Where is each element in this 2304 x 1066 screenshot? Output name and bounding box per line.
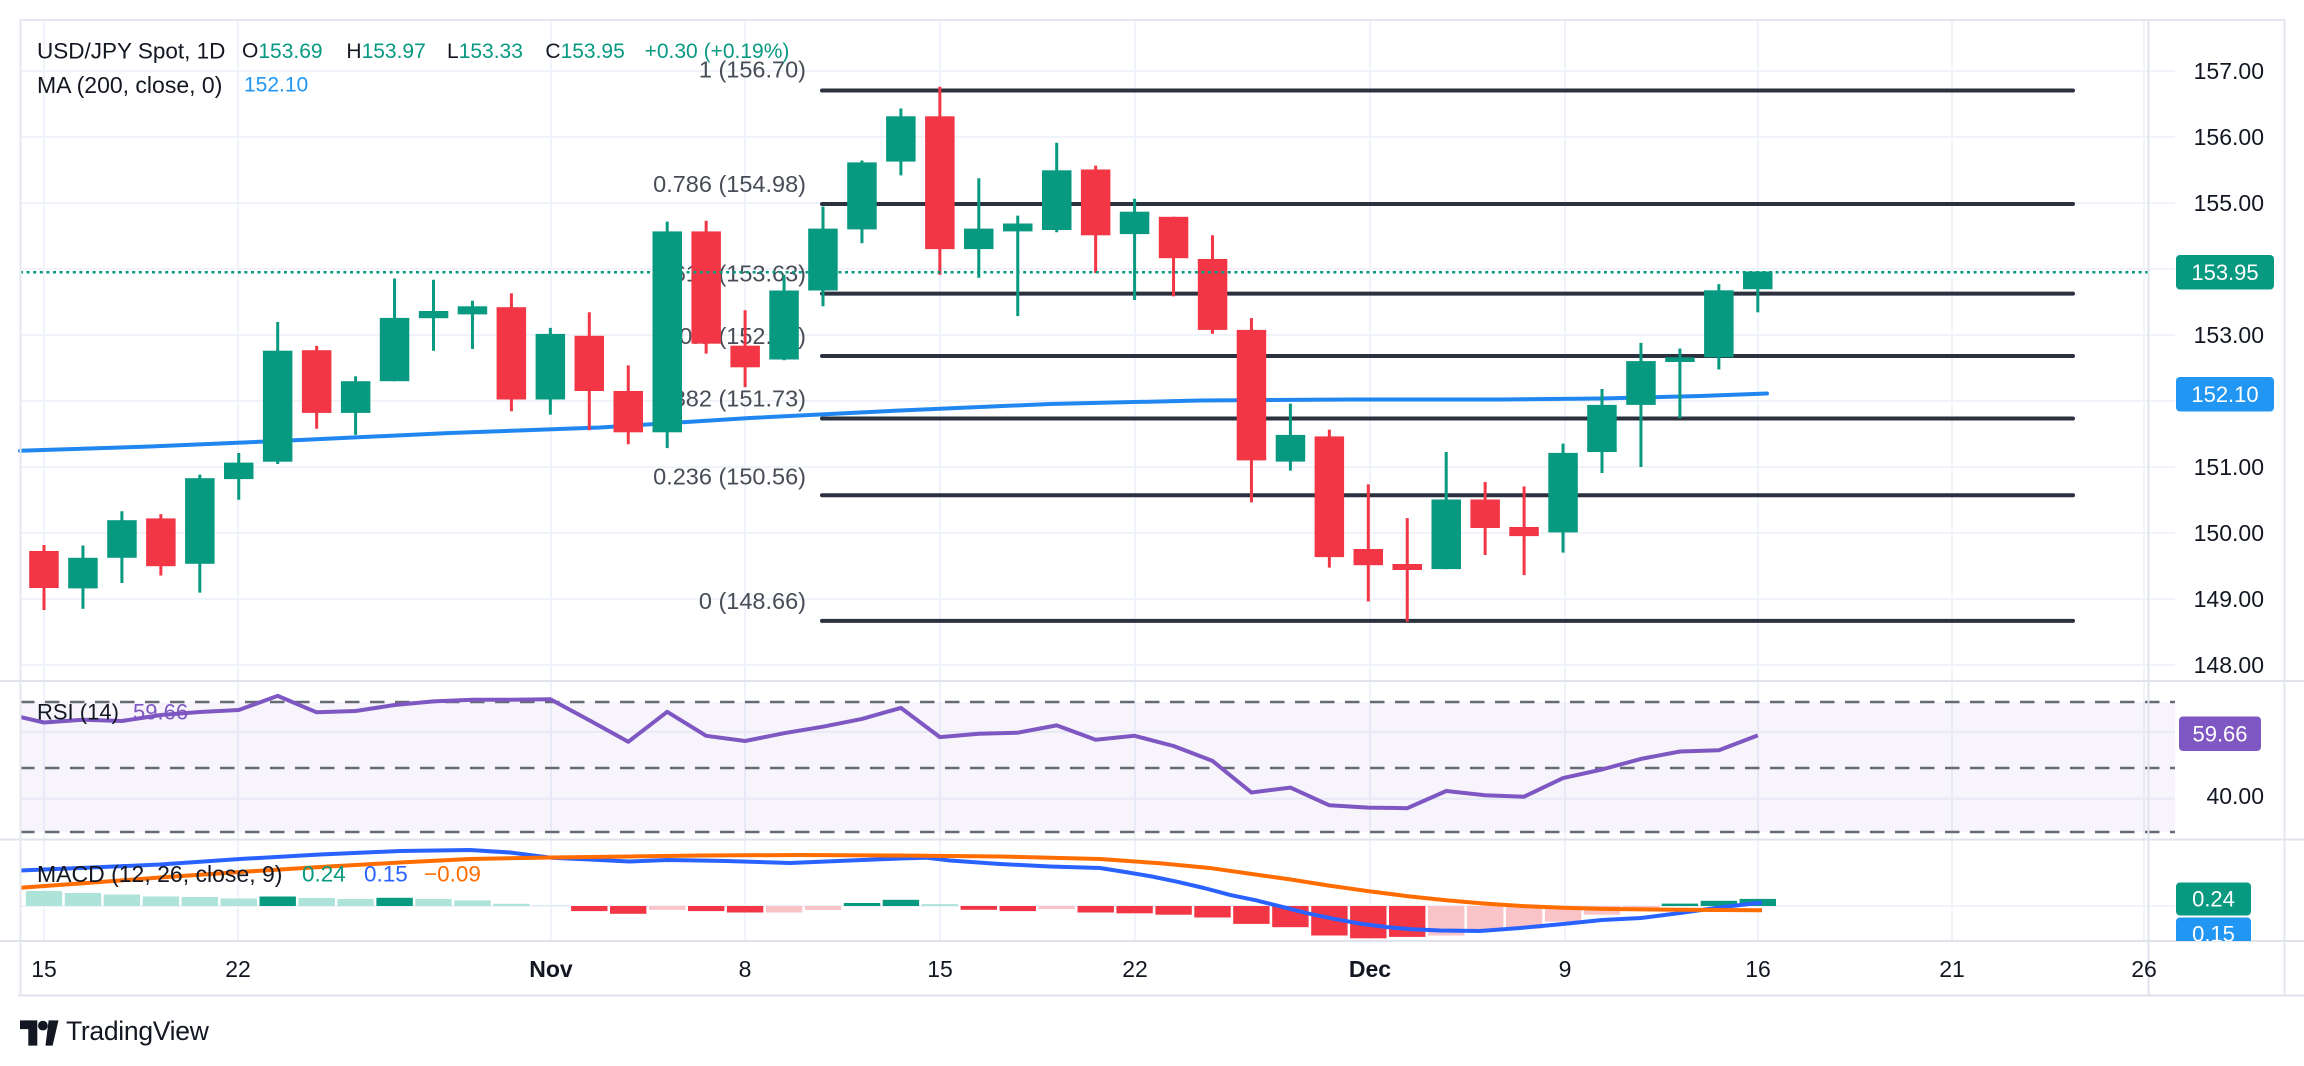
svg-text:59.66: 59.66 bbox=[133, 700, 188, 725]
svg-text:149.00: 149.00 bbox=[2194, 586, 2264, 612]
svg-text:155.00: 155.00 bbox=[2194, 190, 2264, 216]
svg-text:−0.09: −0.09 bbox=[424, 862, 481, 887]
svg-text:16: 16 bbox=[1745, 956, 1771, 982]
svg-text:9: 9 bbox=[1559, 956, 1572, 982]
svg-text:0.15: 0.15 bbox=[364, 862, 408, 887]
svg-text:0.236 (150.56): 0.236 (150.56) bbox=[653, 464, 806, 490]
svg-text:156.00: 156.00 bbox=[2194, 124, 2264, 150]
svg-text:0.786 (154.98): 0.786 (154.98) bbox=[653, 171, 806, 197]
svg-text:150.00: 150.00 bbox=[2194, 520, 2264, 546]
svg-text:22: 22 bbox=[1122, 956, 1148, 982]
svg-text:Dec: Dec bbox=[1349, 956, 1391, 982]
svg-text:USD/JPY Spot, 1D: USD/JPY Spot, 1D bbox=[37, 39, 225, 64]
svg-text:153.00: 153.00 bbox=[2194, 322, 2264, 348]
svg-text:MACD (12, 26, close, 9): MACD (12, 26, close, 9) bbox=[37, 861, 282, 887]
svg-text:15: 15 bbox=[31, 956, 57, 982]
svg-text:22: 22 bbox=[225, 956, 251, 982]
svg-text:151.00: 151.00 bbox=[2194, 454, 2264, 480]
svg-text:148.00: 148.00 bbox=[2194, 652, 2264, 678]
svg-text:15: 15 bbox=[927, 956, 953, 982]
svg-text:1 (156.70): 1 (156.70) bbox=[699, 57, 806, 83]
svg-text:MA (200, close, 0): MA (200, close, 0) bbox=[37, 72, 222, 98]
svg-text:153.95: 153.95 bbox=[2191, 260, 2258, 285]
svg-text:0 (148.66): 0 (148.66) bbox=[699, 588, 806, 614]
svg-text:40.00: 40.00 bbox=[2206, 783, 2264, 809]
svg-text:0.15: 0.15 bbox=[2192, 922, 2235, 947]
svg-text:152.10: 152.10 bbox=[2191, 382, 2258, 407]
svg-text:157.00: 157.00 bbox=[2194, 58, 2264, 84]
svg-text:Nov: Nov bbox=[529, 956, 573, 982]
svg-text:RSI (14): RSI (14) bbox=[37, 700, 119, 725]
svg-text:152.10: 152.10 bbox=[244, 74, 308, 97]
svg-text:0.24: 0.24 bbox=[302, 862, 346, 887]
svg-text:21: 21 bbox=[1939, 956, 1965, 982]
svg-text:59.66: 59.66 bbox=[2192, 721, 2247, 746]
svg-text:TradingView: TradingView bbox=[66, 1016, 210, 1046]
svg-text:0.24: 0.24 bbox=[2192, 887, 2235, 912]
svg-text:8: 8 bbox=[739, 956, 752, 982]
svg-text:26: 26 bbox=[2131, 956, 2157, 982]
